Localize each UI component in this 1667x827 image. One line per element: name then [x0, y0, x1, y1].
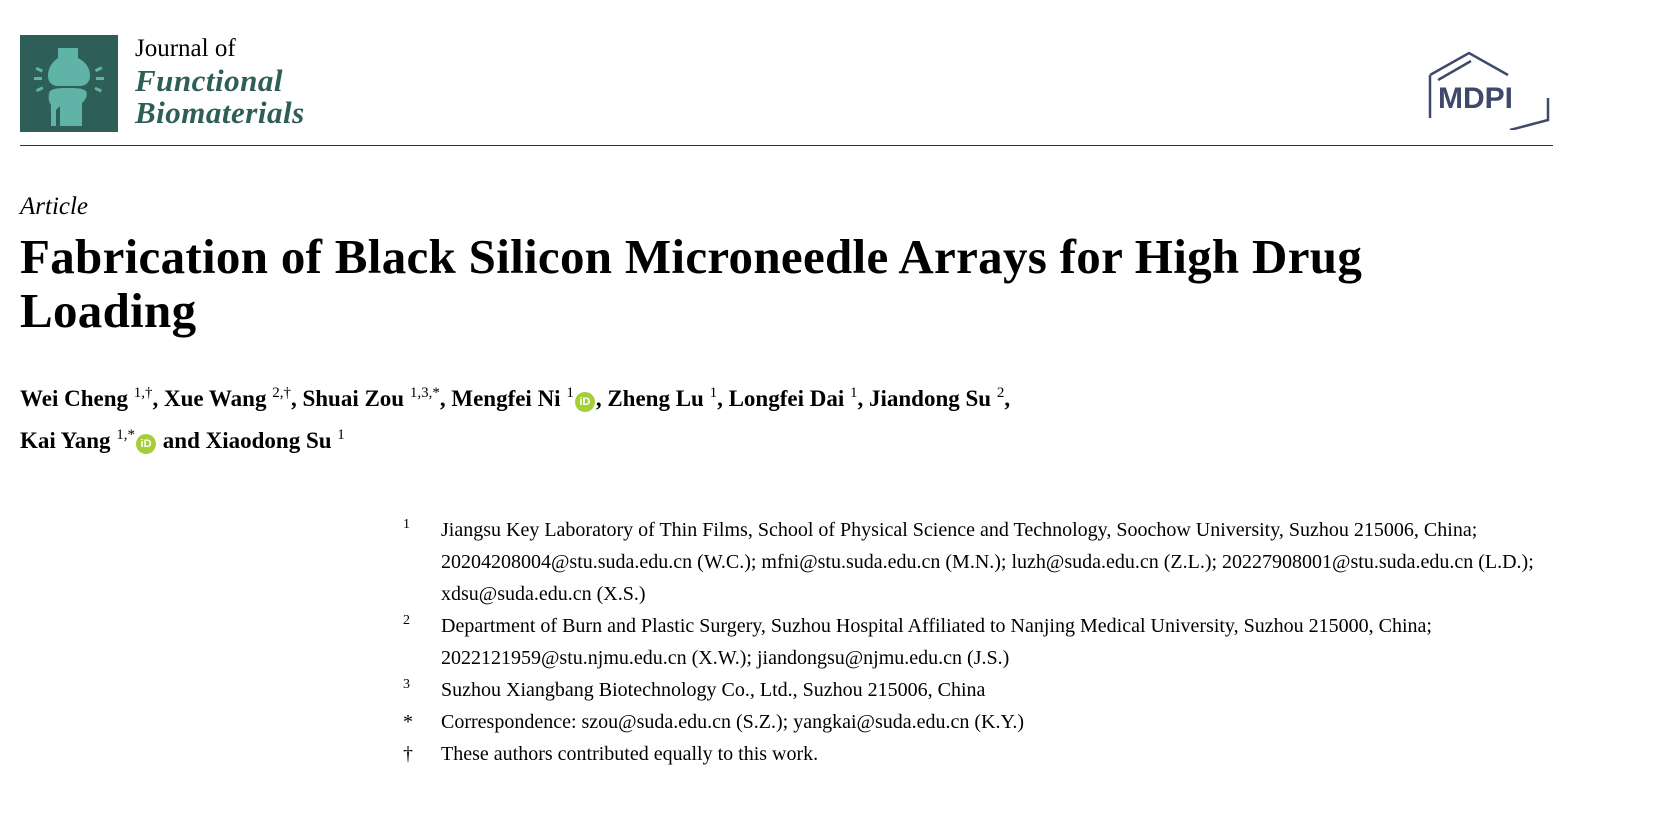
author-affiliation-marks: 1 — [337, 427, 345, 443]
journal-name-line2: Functional — [135, 63, 283, 98]
affiliation-text: Department of Burn and Plastic Surgery, … — [441, 615, 1432, 669]
orcid-icon[interactable]: iD — [574, 392, 595, 412]
affiliation-list: 1 Jiangsu Key Laboratory of Thin Films, S… — [395, 514, 1545, 770]
journal-name: Journal of Functional Biomaterials — [135, 33, 305, 129]
author-separator: , — [595, 386, 608, 411]
author-affiliation-marks: 1 — [566, 385, 574, 401]
affiliation-mark: 2 — [403, 613, 410, 628]
author-separator: , — [290, 386, 303, 411]
orcid-icon[interactable]: iD — [136, 434, 157, 454]
affiliation-text: Jiangsu Key Laboratory of Thin Films, Sc… — [441, 519, 1534, 605]
affiliation-item: 2 Department of Burn and Plastic Surgery,… — [395, 610, 1545, 674]
author-name: Zheng Lu — [607, 386, 704, 411]
author-affiliation-marks: 1 — [709, 385, 718, 401]
affiliation-item: 1 Jiangsu Key Laboratory of Thin Films, S… — [395, 514, 1545, 610]
author-name: Kai Yang — [20, 428, 111, 453]
article-type: Article — [20, 193, 89, 220]
author-affiliation-marks: 1,* — [116, 427, 136, 443]
author-separator: and — [157, 428, 206, 453]
affiliation-text: These authors contributed equally to thi… — [441, 743, 819, 765]
journal-name-line1: Journal of — [135, 35, 236, 62]
affiliation-text: Suzhou Xiangbang Biotechnology Co., Ltd.… — [441, 679, 986, 701]
affiliation-item: † These authors contributed equally to th… — [395, 738, 1545, 770]
author-separator: , — [439, 386, 452, 411]
author-name: Shuai Zou — [302, 386, 405, 411]
header-divider — [20, 145, 1553, 146]
author-name: Longfei Dai — [728, 386, 845, 411]
author-affiliation-marks: 2,† — [272, 385, 291, 401]
affiliation-item: * Correspondence: szou@suda.edu.cn (S.Z.)… — [395, 706, 1545, 738]
journal-name-line3: Biomaterials — [135, 95, 305, 130]
author-affiliation-marks: 1 — [849, 385, 858, 401]
affiliation-mark: 1 — [403, 517, 410, 532]
author-separator: , — [857, 386, 869, 411]
affiliation-mark: * — [403, 711, 413, 733]
affiliation-mark: † — [403, 743, 413, 765]
author-affiliation-marks: 1,3,* — [409, 385, 440, 401]
mdpi-logo: MDPI — [1426, 50, 1554, 135]
author-affiliation-marks: 2 — [996, 385, 1005, 401]
mdpi-logo-text: MDPI — [1438, 82, 1513, 115]
affiliation-text: Correspondence: szou@suda.edu.cn (S.Z.);… — [441, 711, 1024, 733]
author-name: Xiaodong Su — [205, 428, 332, 453]
author-separator: , — [1004, 386, 1011, 411]
author-name: Wei Cheng — [20, 386, 128, 411]
article-title: Fabrication of Black Silicon Microneedle… — [20, 229, 1363, 338]
author-name: Mengfei Ni — [451, 386, 561, 411]
affiliation-mark: 3 — [403, 677, 410, 692]
journal-logo-icon — [20, 35, 118, 132]
author-name: Xue Wang — [163, 386, 267, 411]
author-affiliation-marks: 1,† — [133, 385, 153, 401]
author-separator: , — [152, 386, 164, 411]
affiliation-item: 3 Suzhou Xiangbang Biotechnology Co., Ltd… — [395, 674, 1545, 706]
author-separator: , — [717, 386, 729, 411]
author-list: Wei Cheng 1,†, Xue Wang 2,†, Shuai Zou 1… — [20, 378, 1470, 462]
author-name: Jiandong Su — [868, 386, 992, 411]
